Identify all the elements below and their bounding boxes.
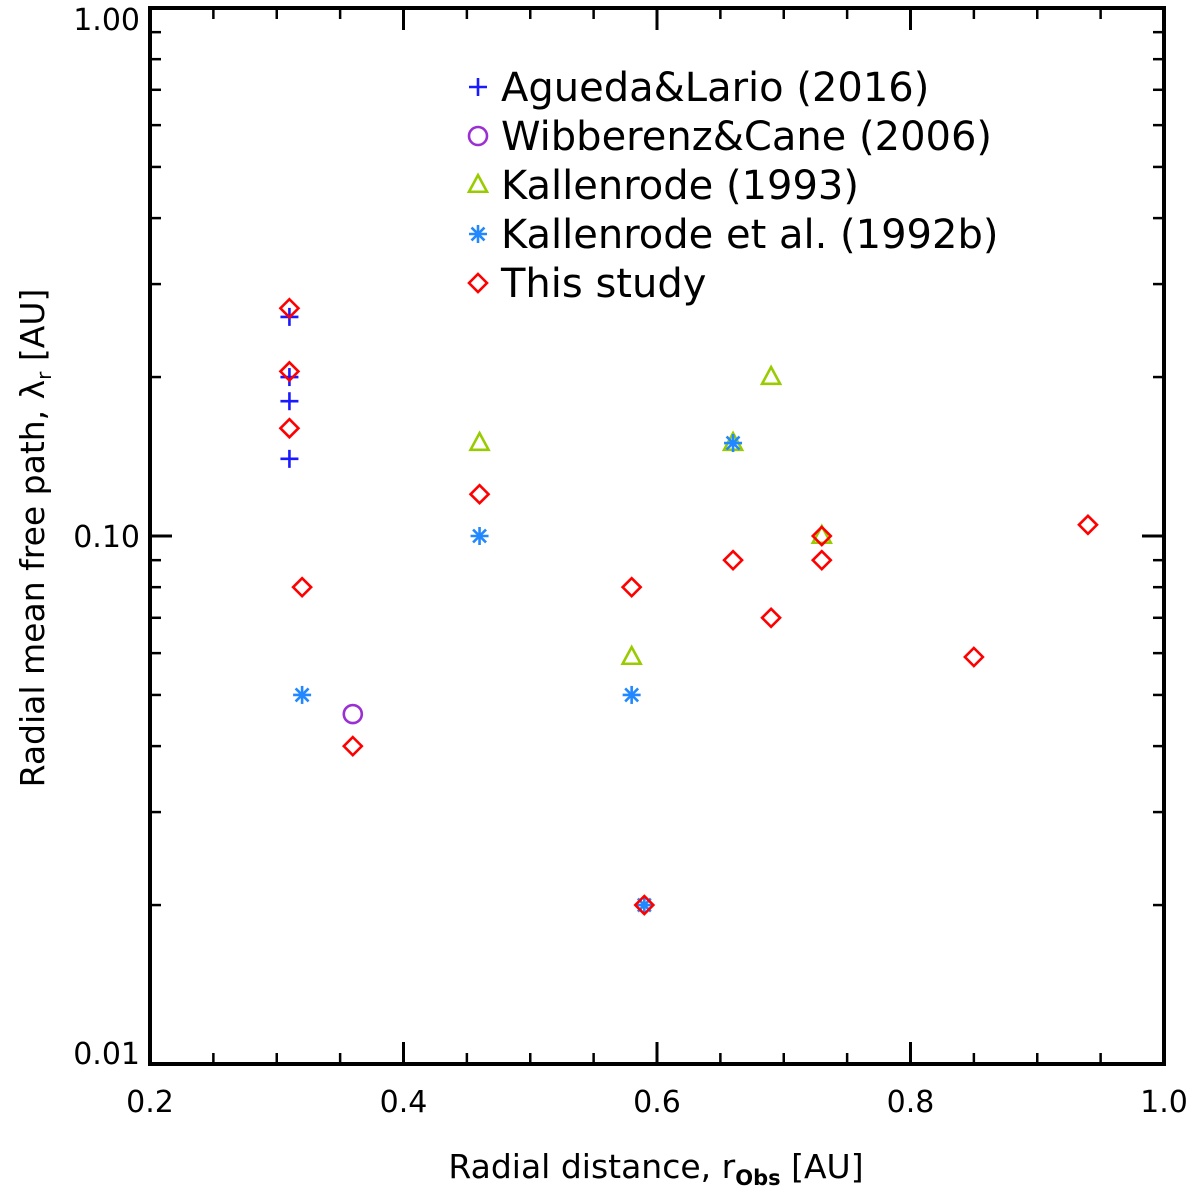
x-axis-title: Radial distance, rObs [AU]: [448, 1147, 863, 1190]
data-point: [278, 417, 301, 440]
data-point: [724, 434, 743, 453]
legend-item: This study: [467, 261, 706, 307]
data-point: [280, 392, 299, 411]
legend-label: Agueda&Lario (2016): [501, 65, 929, 111]
legend-label: Kallenrode et al. (1992b): [501, 212, 998, 258]
data-point: [468, 483, 491, 506]
x-tick-label: 0.6: [633, 1085, 681, 1120]
legend-label: Wibberenz&Cane (2006): [501, 114, 992, 160]
data-point: [963, 646, 985, 668]
y-tick-label: 1.00: [73, 3, 140, 38]
legend-item: Kallenrode (1993): [466, 163, 859, 209]
data-point: [342, 703, 364, 725]
series-4: [278, 297, 1099, 916]
x-tick-label: 0.2: [126, 1085, 174, 1120]
legend-label: Kallenrode (1993): [501, 163, 859, 209]
x-tick-label: 1.0: [1140, 1085, 1188, 1120]
data-point: [622, 685, 641, 704]
legend-marker: [467, 272, 489, 294]
y-tick-label: 0.10: [73, 520, 140, 555]
data-point: [620, 576, 643, 599]
data-point: [810, 549, 833, 571]
data-point: [810, 523, 833, 545]
legend-item: Wibberenz&Cane (2006): [467, 114, 992, 160]
x-tick-label: 0.8: [887, 1085, 935, 1120]
legend-item: Kallenrode et al. (1992b): [469, 212, 998, 258]
legend-marker: [469, 225, 487, 243]
data-point: [470, 527, 489, 545]
data-point: [341, 735, 364, 757]
y-axis-title-unit: [AU]: [13, 289, 52, 372]
data-point: [635, 896, 654, 915]
x-axis-title-unit: [AU]: [781, 1147, 864, 1186]
y-axis-title-main: Radial mean free path, λ: [13, 380, 52, 788]
legend-marker: [469, 78, 487, 96]
data-point: [280, 449, 299, 468]
data-point: [291, 576, 313, 599]
series-0: [280, 307, 299, 468]
x-axis-title-main: Radial distance, r: [448, 1147, 735, 1186]
ticks-layer: 0.2 0.4 0.6 0.8 1.0 0.01 0.10 1.00: [73, 3, 1188, 1120]
data-point: [722, 549, 744, 571]
y-tick-label: 0.01: [73, 1037, 140, 1072]
data-point: [810, 525, 833, 547]
legend-item: Agueda&Lario (2016): [469, 65, 929, 111]
x-tick-label: 0.4: [380, 1085, 428, 1120]
legend-marker: [467, 125, 489, 147]
legend-marker: [466, 172, 490, 194]
series-2: [468, 364, 833, 666]
data-point: [468, 430, 491, 452]
x-axis-title-subscript: Obs: [735, 1166, 780, 1190]
data-point: [278, 360, 301, 383]
series-1: [342, 703, 364, 725]
data-point: [280, 368, 299, 387]
data-point: [620, 644, 643, 666]
data-point: [1077, 513, 1099, 536]
y-axis-title-subscript: r: [32, 371, 56, 380]
axis-labels: Radial distance, rObs [AU] Radial mean f…: [13, 289, 864, 1190]
data-point: [293, 685, 312, 704]
data-point: [759, 364, 783, 386]
data-point: [760, 606, 782, 629]
data-point: [278, 297, 301, 320]
y-axis-title: Radial mean free path, λr [AU]: [13, 289, 56, 788]
series-3: [293, 434, 743, 915]
legend-label: This study: [500, 261, 706, 307]
data-marks: [278, 297, 1099, 916]
data-point: [633, 894, 656, 916]
legend: Agueda&Lario (2016)Wibberenz&Cane (2006)…: [466, 65, 998, 307]
